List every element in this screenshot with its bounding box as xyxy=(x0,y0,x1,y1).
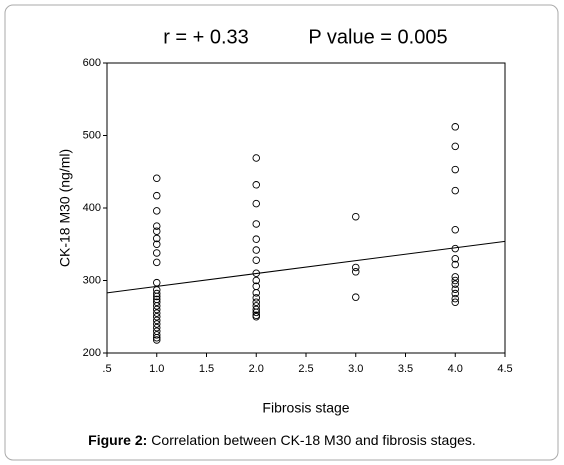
point xyxy=(152,302,161,310)
y-tick-label: 500 xyxy=(83,129,101,141)
point xyxy=(252,308,260,317)
point xyxy=(451,225,460,234)
point xyxy=(252,256,260,264)
point xyxy=(252,276,260,285)
point xyxy=(152,207,161,215)
point xyxy=(352,268,360,276)
x-tick-label: 2.5 xyxy=(298,363,313,375)
point xyxy=(252,154,260,162)
point xyxy=(252,181,260,189)
point xyxy=(252,298,260,307)
point xyxy=(451,260,460,269)
x-tick-label: 2.0 xyxy=(249,363,264,375)
point xyxy=(451,298,460,307)
point xyxy=(451,294,460,303)
y-tick-label: 200 xyxy=(83,347,101,359)
point xyxy=(152,298,161,307)
point xyxy=(152,240,161,248)
point xyxy=(352,293,360,301)
y-tick-label: 300 xyxy=(83,274,101,286)
x-tick-label: 3.0 xyxy=(348,363,363,375)
point xyxy=(152,320,161,328)
point xyxy=(152,278,161,287)
caption-text: Correlation between CK-18 M30 and fibros… xyxy=(151,432,476,448)
point xyxy=(252,313,260,321)
point xyxy=(252,289,260,297)
point xyxy=(152,305,161,314)
point xyxy=(451,276,460,285)
point xyxy=(451,123,460,131)
point xyxy=(451,186,460,195)
plot-frame xyxy=(106,62,506,354)
point xyxy=(152,258,161,267)
point xyxy=(152,174,161,183)
caption: Figure 2: Correlation between CK-18 M30 a… xyxy=(88,432,476,448)
annotation: r = + 0.33 xyxy=(163,26,249,48)
point xyxy=(451,165,460,174)
fit-line xyxy=(106,240,506,294)
point xyxy=(152,331,161,339)
point xyxy=(152,316,161,325)
point xyxy=(451,280,460,288)
x-axis-label: Fibrosis stage xyxy=(262,400,349,416)
point xyxy=(152,334,161,342)
y-tick-label: 400 xyxy=(83,202,101,214)
point xyxy=(152,323,161,332)
y-tick-label: 600 xyxy=(83,57,101,69)
x-tick-label: 1.5 xyxy=(199,363,214,375)
point xyxy=(252,294,260,302)
x-tick-label: .5 xyxy=(102,363,111,375)
point xyxy=(152,227,161,235)
point xyxy=(451,273,460,281)
caption-label: Figure 2: xyxy=(88,432,147,448)
point xyxy=(152,222,161,230)
point xyxy=(451,285,460,293)
point xyxy=(252,220,260,228)
point xyxy=(451,254,460,263)
point xyxy=(451,289,460,298)
point xyxy=(152,292,161,301)
x-tick-label: 4.0 xyxy=(448,363,463,375)
point xyxy=(451,142,460,151)
figure-border xyxy=(4,4,559,461)
point xyxy=(252,199,260,208)
y-axis-label: CK-18 M30 (ng/ml) xyxy=(57,149,73,267)
point xyxy=(152,309,161,317)
point xyxy=(451,244,460,253)
point xyxy=(352,263,360,272)
point xyxy=(252,305,260,314)
point xyxy=(152,313,161,321)
point xyxy=(152,336,161,344)
x-tick-label: 1.0 xyxy=(149,363,164,375)
point xyxy=(152,249,161,257)
point xyxy=(152,289,161,298)
point xyxy=(152,191,161,200)
x-tick-label: 3.5 xyxy=(398,363,413,375)
point xyxy=(152,234,161,243)
point xyxy=(352,212,360,221)
annotation: P value = 0.005 xyxy=(308,26,447,48)
point xyxy=(252,246,260,254)
point xyxy=(252,235,260,243)
x-tick-label: 4.5 xyxy=(497,363,512,375)
